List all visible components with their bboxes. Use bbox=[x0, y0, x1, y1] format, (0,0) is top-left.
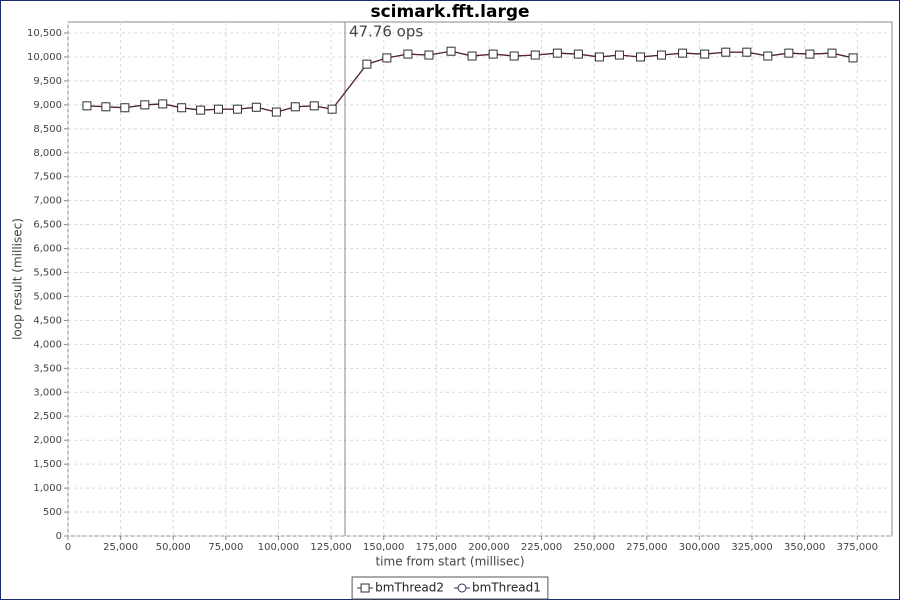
x-axis-label: time from start (millisec) bbox=[375, 555, 524, 569]
plot-area bbox=[67, 21, 893, 537]
point bbox=[101, 102, 111, 112]
point bbox=[784, 48, 794, 58]
point bbox=[742, 47, 752, 57]
x-tick-label: 300,000 bbox=[679, 542, 720, 553]
x-tick-label: 250,000 bbox=[574, 542, 615, 553]
point bbox=[362, 59, 372, 69]
legend-label: bmThread1 bbox=[472, 581, 541, 595]
point bbox=[848, 53, 858, 63]
point bbox=[446, 46, 456, 56]
x-tick-label: 350,000 bbox=[784, 542, 825, 553]
y-tick-label: 0 bbox=[56, 531, 62, 542]
point bbox=[327, 104, 337, 114]
y-tick-label: 2,500 bbox=[33, 411, 62, 422]
point bbox=[158, 99, 168, 109]
y-tick-label: 8,500 bbox=[33, 124, 62, 135]
marker-label: 47.76 ops bbox=[349, 23, 423, 41]
chart-title: scimark.fft.large bbox=[370, 2, 529, 22]
y-tick-label: 10,500 bbox=[27, 28, 62, 39]
point bbox=[573, 49, 583, 59]
y-tick-label: 500 bbox=[43, 507, 62, 518]
point bbox=[213, 104, 223, 114]
y-tick-label: 4,500 bbox=[33, 315, 62, 326]
point bbox=[177, 103, 187, 113]
point bbox=[614, 50, 624, 60]
x-tick-label: 200,000 bbox=[468, 542, 509, 553]
x-tick-label: 325,000 bbox=[731, 542, 772, 553]
y-tick-label: 5,000 bbox=[33, 291, 62, 302]
point bbox=[678, 48, 688, 58]
y-tick-label: 6,500 bbox=[33, 220, 62, 231]
y-tick-label: 7,000 bbox=[33, 196, 62, 207]
point bbox=[657, 50, 667, 60]
point bbox=[467, 51, 477, 61]
y-tick-label: 1,000 bbox=[33, 483, 62, 494]
x-tick-label: 150,000 bbox=[363, 542, 404, 553]
legend-label: bmThread2 bbox=[375, 581, 444, 595]
x-tick-label: 75,000 bbox=[208, 542, 243, 553]
point bbox=[271, 107, 281, 117]
y-axis-label: loop result (millisec) bbox=[11, 218, 25, 340]
y-tick-label: 7,500 bbox=[33, 172, 62, 183]
y-tick-label: 4,000 bbox=[33, 339, 62, 350]
x-tick-label: 0 bbox=[65, 542, 71, 553]
y-tick-label: 8,000 bbox=[33, 148, 62, 159]
y-tick-label: 5,500 bbox=[33, 268, 62, 279]
point bbox=[382, 53, 392, 63]
x-tick-label: 50,000 bbox=[156, 542, 191, 553]
point bbox=[251, 102, 261, 112]
y-tick-label: 3,000 bbox=[33, 387, 62, 398]
x-tick-label: 375,000 bbox=[837, 542, 878, 553]
y-tick-label: 9,500 bbox=[33, 76, 62, 87]
point bbox=[594, 52, 604, 62]
point bbox=[700, 49, 710, 59]
point bbox=[424, 50, 434, 60]
legend: bmThread2 bmThread1 bbox=[351, 576, 549, 600]
point bbox=[805, 49, 815, 59]
y-tick-label: 6,000 bbox=[33, 244, 62, 255]
x-tick-label: 100,000 bbox=[258, 542, 299, 553]
y-tick-label: 1,500 bbox=[33, 459, 62, 470]
point bbox=[403, 49, 413, 59]
x-tick-label: 175,000 bbox=[416, 542, 457, 553]
x-tick-label: 225,000 bbox=[521, 542, 562, 553]
point bbox=[232, 104, 242, 114]
point bbox=[140, 100, 150, 110]
point bbox=[635, 52, 645, 62]
point bbox=[530, 50, 540, 60]
point bbox=[488, 49, 498, 59]
point bbox=[82, 101, 92, 111]
point bbox=[763, 51, 773, 61]
point bbox=[509, 51, 519, 61]
y-tick-label: 10,000 bbox=[27, 52, 62, 63]
legend-symbol bbox=[360, 583, 370, 593]
legend-box bbox=[351, 576, 549, 600]
point bbox=[827, 48, 837, 58]
point bbox=[196, 105, 206, 115]
point bbox=[290, 102, 300, 112]
x-tick-label: 25,000 bbox=[103, 542, 138, 553]
y-tick-label: 3,500 bbox=[33, 363, 62, 374]
legend-symbol bbox=[457, 583, 467, 593]
y-tick-label: 2,000 bbox=[33, 435, 62, 446]
y-tick-label: 9,000 bbox=[33, 100, 62, 111]
point bbox=[120, 103, 130, 113]
point bbox=[552, 48, 562, 58]
point bbox=[309, 101, 319, 111]
point bbox=[721, 47, 731, 57]
x-tick-label: 275,000 bbox=[626, 542, 667, 553]
x-tick-label: 125,000 bbox=[310, 542, 351, 553]
